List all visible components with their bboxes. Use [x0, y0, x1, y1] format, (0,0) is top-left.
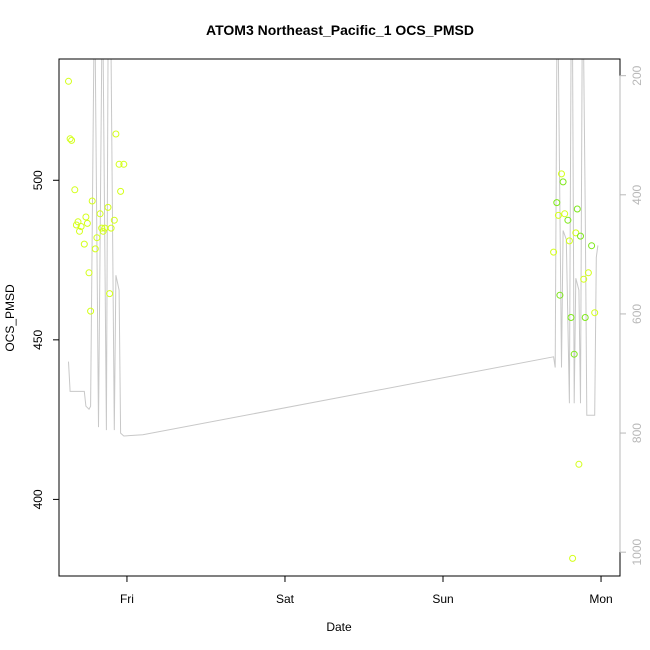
plot-area [65, 59, 599, 562]
data-point [82, 213, 90, 221]
data-point [565, 237, 573, 245]
data-point [98, 224, 106, 232]
data-point [588, 242, 596, 250]
data-point [96, 210, 104, 218]
data-point [581, 314, 589, 321]
data-point [569, 554, 577, 562]
x-tick-label: Sat [276, 592, 295, 606]
data-point [77, 223, 85, 230]
data-point [115, 160, 123, 168]
data-point [584, 269, 592, 277]
data-point [575, 460, 583, 468]
data-point [117, 187, 125, 195]
data-point [120, 160, 128, 168]
series-line [68, 59, 599, 437]
data-point [87, 307, 95, 315]
right-axis: 200 400 600 800 1000 [619, 65, 644, 566]
x-axis: Fri Sat Sun Mon [120, 575, 613, 606]
data-point [66, 135, 74, 143]
data-point [65, 77, 72, 85]
plot-frame [58, 58, 621, 577]
data-point [554, 211, 562, 219]
data-point [91, 245, 99, 253]
data-point [110, 216, 118, 224]
data-point [71, 186, 79, 194]
data-point [550, 248, 558, 256]
data-point [76, 227, 83, 235]
x-tick-label: Mon [589, 592, 612, 606]
data-point [564, 216, 572, 224]
x-tick-label: Fri [120, 592, 134, 606]
data-point [567, 314, 575, 321]
data-point [88, 197, 96, 205]
data-point [553, 199, 561, 207]
x-tick-label: Sun [432, 592, 453, 606]
data-point [570, 350, 578, 358]
right-tick-label: 600 [630, 304, 644, 324]
data-point [558, 170, 565, 178]
right-tick-label: 800 [630, 423, 644, 443]
data-point [74, 218, 82, 226]
y-tick-label: 400 [31, 489, 45, 509]
y-tick-label: 500 [31, 170, 45, 190]
data-point [580, 275, 588, 283]
data-point [107, 224, 115, 232]
right-tick-label: 400 [630, 184, 644, 204]
right-tick-label: 200 [630, 65, 644, 85]
chart-title: ATOM3 Northeast_Pacific_1 OCS_PMSD [206, 22, 474, 38]
data-point [577, 232, 584, 240]
data-point [93, 234, 101, 242]
data-point [572, 229, 580, 237]
right-tick-label: 1000 [630, 539, 644, 566]
data-point [573, 205, 581, 213]
data-point [591, 309, 599, 317]
y-axis: 400 450 500 [31, 170, 60, 509]
data-point [559, 178, 567, 186]
data-point [556, 291, 564, 299]
y-tick-label: 450 [31, 330, 45, 350]
data-point [80, 240, 88, 248]
data-point [104, 203, 112, 211]
data-point [68, 136, 76, 144]
data-point [83, 219, 91, 227]
data-point [112, 130, 120, 138]
y-axis-label: OCS_PMSD [3, 284, 17, 352]
data-point [561, 210, 569, 218]
data-point [85, 269, 93, 277]
data-point [106, 290, 114, 298]
x-axis-label: Date [326, 620, 352, 634]
